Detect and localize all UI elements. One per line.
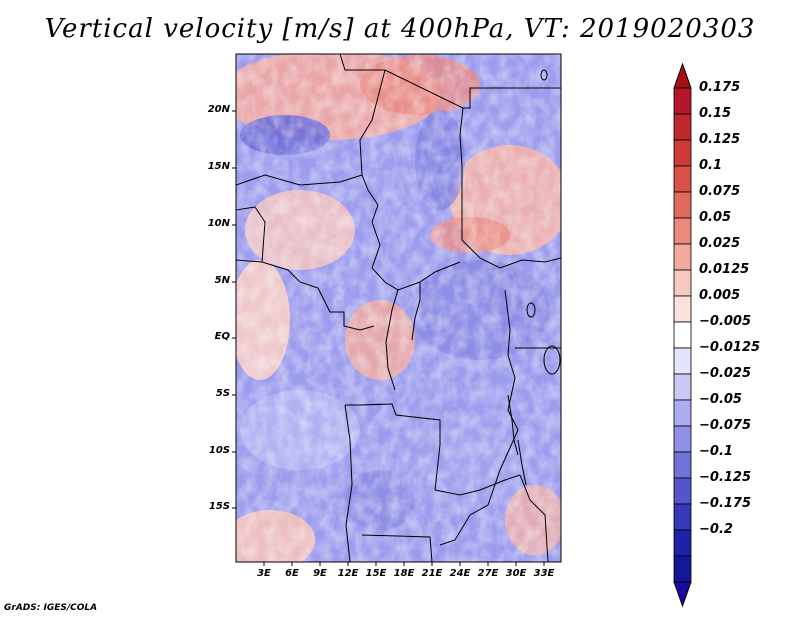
colorbar-label: −0.125: [699, 470, 752, 485]
lon-label: 15E: [365, 568, 387, 579]
axis-ticks: [232, 110, 545, 566]
colorbar-swatch: [673, 373, 692, 401]
colorbar-swatch: [673, 399, 692, 427]
colorbar-swatch: [673, 165, 692, 193]
colorbar-top-arrow: [673, 62, 692, 89]
colorbar-swatch: [673, 87, 692, 115]
lat-label: 10N: [207, 218, 230, 229]
lat-label: 15S: [208, 501, 230, 512]
colorbar-label: 0.175: [699, 80, 741, 95]
lat-label: EQ: [214, 331, 230, 342]
colorbar-label: 0.025: [699, 236, 741, 251]
colorbar-label: −0.1: [699, 444, 733, 459]
lon-label: 12E: [337, 568, 359, 579]
colorbar: [673, 62, 692, 608]
colorbar-label: 0.125: [699, 132, 741, 147]
lat-label: 15N: [207, 161, 230, 172]
colorbar-label: 0.1: [699, 158, 723, 173]
colorbar-swatch: [673, 139, 692, 167]
lon-label: 33E: [533, 568, 555, 579]
colorbar-label: −0.175: [699, 496, 752, 511]
colorbar-swatch: [673, 217, 692, 245]
country-boundaries: [236, 54, 561, 562]
colorbar-swatch: [673, 503, 692, 531]
colorbar-swatch: [673, 555, 692, 583]
colorbar-swatch: [673, 113, 692, 141]
colorbar-label: −0.075: [699, 418, 752, 433]
colorbar-label: 0.075: [699, 184, 741, 199]
map-frame: [235, 53, 562, 563]
colorbar-swatch: [673, 451, 692, 479]
lon-label: 6E: [285, 568, 299, 579]
lon-label: 30E: [505, 568, 527, 579]
colorbar-swatch: [673, 347, 692, 375]
colorbar-swatch: [673, 425, 692, 453]
colorbar-swatch: [673, 295, 692, 323]
colorbar-swatch: [673, 321, 692, 349]
lon-label: 9E: [313, 568, 327, 579]
lakes: [507, 69, 561, 486]
lat-label: 10S: [208, 445, 230, 456]
lat-label: 20N: [207, 104, 230, 115]
colorbar-label: −0.025: [699, 366, 752, 381]
colorbar-swatch: [673, 477, 692, 505]
colorbar-label: 0.15: [699, 106, 732, 121]
grads-credit: GrADS: IGES/COLA: [4, 603, 98, 613]
lat-label: 5S: [215, 388, 230, 399]
colorbar-label: −0.2: [699, 522, 733, 537]
lon-label: 27E: [477, 568, 499, 579]
colorbar-label: −0.0125: [699, 340, 761, 355]
lat-label: 5N: [214, 275, 230, 286]
colorbar-label: 0.005: [699, 288, 741, 303]
lon-label: 3E: [257, 568, 271, 579]
colorbar-bottom-arrow: [673, 581, 692, 608]
colorbar-swatch: [673, 269, 692, 297]
colorbar-swatch: [673, 529, 692, 557]
colorbar-swatch: [673, 191, 692, 219]
velocity-field: [236, 54, 561, 562]
colorbar-swatch: [673, 243, 692, 271]
lon-label: 21E: [421, 568, 443, 579]
lon-label: 24E: [449, 568, 471, 579]
colorbar-label: −0.05: [699, 392, 742, 407]
colorbar-label: 0.0125: [699, 262, 750, 277]
colorbar-label: −0.005: [699, 314, 752, 329]
lon-label: 18E: [393, 568, 415, 579]
colorbar-label: 0.05: [699, 210, 732, 225]
map-title: Vertical velocity [m/s] at 400hPa, VT: 2…: [44, 14, 756, 44]
